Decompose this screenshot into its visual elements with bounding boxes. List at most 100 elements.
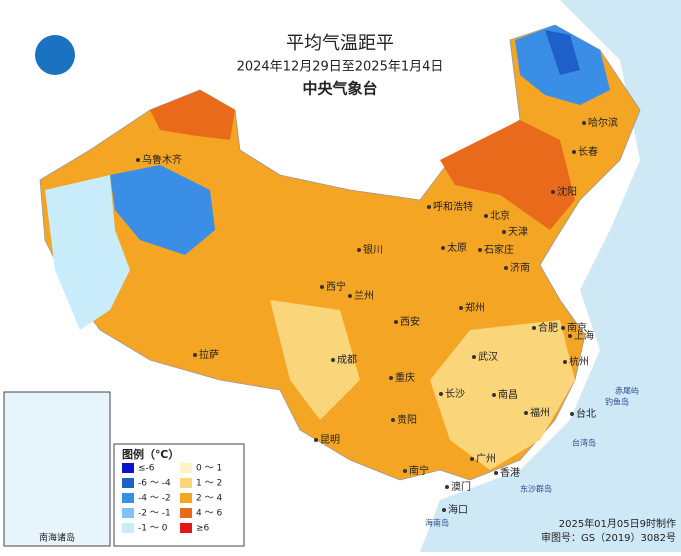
city-dot [320, 285, 324, 289]
legend-swatch [180, 463, 192, 473]
legend-title: 图例（℃） [122, 447, 179, 461]
city-label: 北京 [490, 209, 510, 222]
warm-north-xinjiang [150, 90, 235, 140]
city-dot [441, 246, 445, 250]
city-dot [394, 320, 398, 324]
city-dot [582, 121, 586, 125]
city-label: 西宁 [326, 280, 346, 293]
city-dot [484, 214, 488, 218]
city-label: 香港 [500, 467, 520, 479]
island-label: 海南岛 [425, 518, 449, 528]
city-label: 沈阳 [557, 185, 577, 198]
title: 平均气温距平 [286, 33, 394, 54]
city-dot [403, 469, 407, 473]
city-dot [331, 358, 335, 362]
legend-label: 1 ～ 2 [196, 479, 222, 489]
city-dot [502, 230, 506, 234]
city-dot [532, 326, 536, 330]
city-dot [193, 353, 197, 357]
agency: 中央气象台 [302, 80, 377, 98]
island-label: 东沙群岛 [520, 484, 552, 494]
warm-northeast [440, 120, 575, 230]
city-label: 石家庄 [484, 243, 514, 256]
city-dot [492, 393, 496, 397]
city-label: 杭州 [569, 355, 589, 368]
cool-west [45, 175, 130, 330]
city-label: 南昌 [498, 388, 518, 401]
city-dot [568, 334, 572, 338]
city-dot [391, 418, 395, 422]
city-label: 武汉 [478, 350, 498, 363]
city-label: 呼和浩特 [433, 201, 473, 213]
legend-label: ≤-6 [138, 464, 155, 474]
city-dot [572, 150, 576, 154]
city-label: 南京 [567, 321, 587, 334]
city-dot [494, 471, 498, 475]
city-label: 合肥 [538, 321, 558, 334]
legend-label: 2 ～ 4 [196, 494, 222, 504]
city-dot [524, 411, 528, 415]
city-dot [442, 508, 446, 512]
mild-southwest [270, 300, 360, 420]
sea [420, 0, 681, 552]
city-dot [570, 412, 574, 416]
cold-anomaly-xinjiang [110, 165, 215, 255]
city-dot [445, 485, 449, 489]
legend-swatch [180, 478, 192, 488]
city-dot [551, 190, 555, 194]
city-label: 拉萨 [199, 348, 219, 361]
city-label: 成都 [337, 354, 357, 366]
period: 2024年12月29日至2025年1月4日 [237, 60, 444, 75]
city-label: 台北 [576, 407, 596, 420]
city-label: 贵阳 [397, 413, 417, 426]
footer-approval: 审图号：GS（2019）3082号 [541, 531, 676, 544]
city-label: 兰州 [354, 289, 374, 302]
city-label: 郑州 [465, 301, 485, 314]
city-label: 广州 [476, 453, 496, 465]
legend-swatch [180, 508, 192, 518]
legend-swatch [180, 493, 192, 503]
legend-label: ≥6 [196, 524, 210, 534]
legend-swatch [122, 508, 134, 518]
island-label: 钓鱼岛 [605, 397, 629, 407]
city-label: 乌鲁木齐 [142, 153, 182, 166]
city-label: 天津 [508, 226, 528, 238]
city-dot [561, 326, 565, 330]
inset-label: 南海诸岛 [39, 532, 75, 544]
inset-frame [3, 391, 111, 547]
city-label: 南宁 [409, 464, 429, 477]
legend-swatch [122, 463, 134, 473]
legend-swatch [122, 478, 134, 488]
legend-label: -2 ～ -1 [138, 509, 171, 519]
city-label: 太原 [447, 241, 467, 254]
city-dot [504, 266, 508, 270]
legend-swatch [122, 523, 134, 533]
city-dot [563, 360, 567, 364]
city-dot [389, 376, 393, 380]
city-label: 长春 [578, 146, 598, 158]
island-label: 赤尾屿 [615, 387, 639, 396]
city-label: 昆明 [320, 434, 340, 446]
legend-label: 0 ～ 1 [196, 464, 222, 474]
city-dot [472, 355, 476, 359]
mild-southeast [430, 320, 575, 470]
city-dot [459, 306, 463, 310]
city-label: 上海 [574, 329, 594, 342]
footer-made: 2025年01月05日9时制作 [559, 517, 676, 530]
city-label: 澳门 [451, 480, 471, 493]
city-dot [470, 457, 474, 461]
legend-swatch [122, 493, 134, 503]
city-dot [439, 392, 443, 396]
city-label: 重庆 [395, 371, 415, 384]
city-dot [427, 205, 431, 209]
legend-label: -1 ～ 0 [138, 524, 168, 534]
city-dot [314, 438, 318, 442]
city-label: 海口 [448, 503, 468, 516]
legend-frame [113, 443, 245, 547]
legend-label: -4 ～ -2 [138, 494, 171, 504]
cold-core-northeast [545, 30, 580, 75]
city-label: 福州 [530, 406, 550, 419]
city-label: 西安 [400, 315, 420, 328]
city-label: 银川 [363, 243, 383, 256]
city-label: 长沙 [445, 388, 465, 400]
